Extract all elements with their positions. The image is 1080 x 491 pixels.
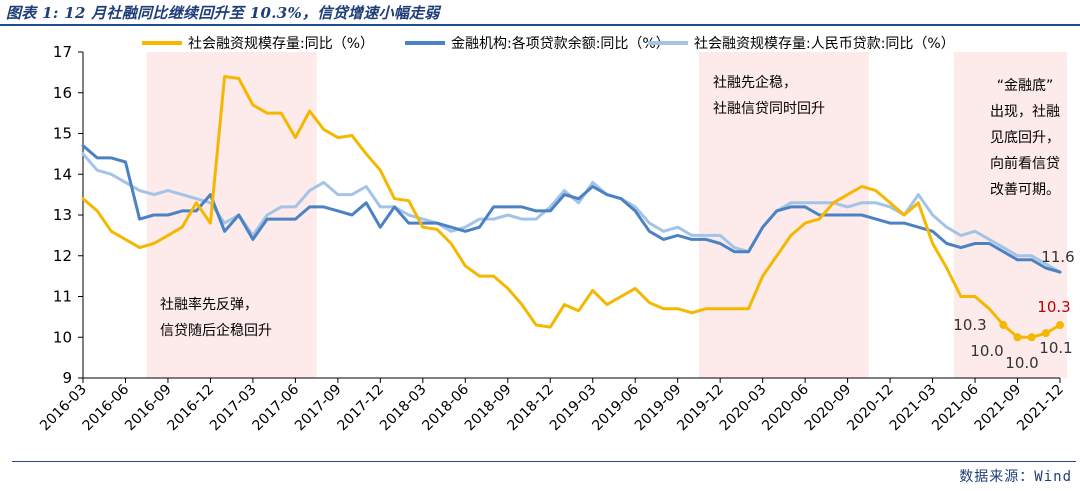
annotation-2: 社融先企稳， 社融信贷同时回升: [713, 74, 825, 117]
shaded-period-3: [953, 52, 1068, 378]
data-label-5: 10.3: [1037, 298, 1070, 316]
annotation-line: 出现，社融: [990, 104, 1060, 120]
series-marker: [999, 321, 1008, 330]
data-label-3: 10.0: [1005, 354, 1038, 372]
annotation-line: 见底回升，: [990, 130, 1060, 146]
annotation-line: 向前看信贷: [990, 155, 1060, 172]
y-tick-label: 9: [62, 369, 72, 387]
data-source: 数据来源：Wind: [959, 469, 1072, 485]
legend-label-3: 社会融资规模存量:人民币贷款:同比（%）: [694, 36, 955, 52]
chart-title: 图表 1: 12 月社融同比继续回升至 10.3%，信贷增速小幅走弱: [6, 4, 440, 22]
series-line-1: [81, 75, 1062, 339]
y-tick-label: 10: [53, 328, 72, 346]
y-tick-label: 11: [53, 288, 72, 306]
x-tick-label: 2021-12: [1014, 382, 1067, 435]
title-rule: [0, 24, 1080, 26]
y-tick-label: 15: [53, 125, 72, 143]
annotation-line: 社融率先反弹，: [160, 296, 258, 313]
data-label-4: 10.1: [1039, 339, 1072, 357]
annotation-line: “金融底”: [997, 78, 1054, 94]
shaded-period-1: [146, 52, 317, 378]
legend-label-2: 金融机构:各项贷款余额:同比（%）: [451, 35, 670, 52]
series-marker: [1056, 321, 1064, 330]
annotation-line: 改善可期。: [990, 182, 1060, 198]
legend-label-1: 社会融资规模存量:同比（%）: [188, 36, 374, 52]
bottom-rule: [12, 461, 1076, 462]
y-tick-label: 12: [53, 247, 72, 265]
data-label-1: 10.3: [953, 316, 986, 334]
annotation-line: 社融先企稳，: [713, 74, 797, 91]
series-line-2: [81, 144, 1062, 274]
annotation-3: “金融底” 出现，社融见底回升， 向前看信贷改善可期。: [990, 78, 1060, 198]
annotation-line: 社融信贷同时回升: [713, 101, 825, 117]
y-tick-label: 16: [53, 84, 72, 102]
series-marker: [1027, 333, 1036, 342]
series-marker: [1041, 329, 1050, 338]
series-marker: [1013, 333, 1022, 342]
y-tick-label: 17: [53, 43, 72, 61]
annotation-line: 信贷随后企稳回升: [160, 322, 272, 339]
annotation-1: 社融率先反弹， 信贷随后企稳回升: [160, 296, 272, 339]
data-label-2: 10.0: [970, 342, 1003, 360]
y-tick-label: 13: [53, 206, 72, 224]
data-label-6: 11.6: [1041, 248, 1074, 266]
y-tick-label: 14: [53, 165, 72, 183]
